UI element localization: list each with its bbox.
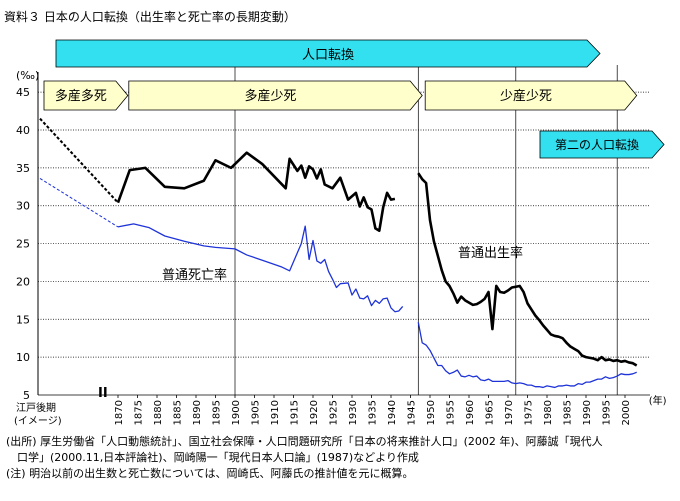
phase-arrow	[43, 80, 129, 111]
y-tick-label: 30	[16, 200, 30, 213]
y-tick-label: 40	[16, 124, 30, 137]
phase-arrow	[128, 80, 423, 111]
series-line	[117, 223, 404, 313]
x-tick-label: 1885	[173, 400, 184, 425]
series-layer	[39, 117, 638, 389]
series-line	[116, 151, 396, 232]
population-transition-chart: 5 10 15 20 25 30 35 40 45 (‰) 1870 1875 1880 1885 1890…	[14, 39, 667, 427]
x-tick-label: 1995	[602, 400, 613, 425]
x-tick-label: 1930	[348, 400, 359, 425]
transition-arrow	[55, 39, 601, 68]
death-rate-series-label: 普通死亡率	[162, 267, 227, 283]
x-tick-label: 1955	[446, 400, 457, 425]
y-tick-label: 20	[16, 275, 30, 288]
label-layer: 5 10 15 20 25 30 35 40 45 (‰) 1870 1875 1880 1885 1890…	[14, 48, 667, 427]
edo-period-label: 江戸後期	[16, 401, 56, 414]
x-tick-label: 1870	[114, 400, 125, 425]
phase-arrow-label: 多産多死	[55, 88, 107, 104]
y-tick-label: 5	[23, 389, 30, 402]
x-tick-label: 1890	[192, 400, 203, 425]
series-edo-estimate-line	[39, 117, 119, 204]
phase-arrow-label: 少産少死	[500, 88, 552, 104]
x-tick-label: 1960	[465, 400, 476, 425]
x-tick-label: 1980	[543, 400, 554, 425]
transition-arrow-label: 人口転換	[302, 48, 354, 63]
birth-rate-series-label: 普通出生率	[458, 245, 523, 261]
footnotes: (出所) 厚生労働省「人口動態統計」、国立社会保障・人口問題研究所「日本の将来推…	[6, 434, 603, 482]
y-tick-label: 35	[16, 162, 30, 175]
x-tick-label: 1895	[212, 400, 223, 425]
x-tick-label: 1935	[368, 400, 379, 425]
x-tick-label: 1900	[231, 400, 242, 425]
second-transition-label: 第二の人口転換	[555, 138, 639, 152]
series-line	[417, 322, 637, 389]
second-transition-arrow	[539, 130, 665, 159]
x-tick-label: 1970	[504, 400, 515, 425]
y-unit-label: (‰)	[16, 69, 39, 82]
x-tick-label: 1880	[153, 400, 164, 425]
x-tick-label: 1905	[251, 400, 262, 425]
x-tick-label: 2000	[621, 400, 632, 425]
caveat-note: (注) 明治以前の出生数と死亡数については、岡崎氏、阿藤氏の推計値を元に概算。	[6, 467, 414, 480]
x-tick-label: 1915	[290, 400, 301, 425]
series-line	[417, 172, 638, 367]
edo-image-note: (イメージ)	[14, 416, 62, 427]
x-unit-label: (年)	[649, 394, 667, 407]
x-tick-label: 1990	[582, 400, 593, 425]
series-edo-estimate-line	[39, 178, 119, 228]
y-tick-label: 45	[16, 86, 30, 99]
x-tick-label: 1925	[329, 400, 340, 425]
grid-layer	[37, 65, 650, 398]
phase-arrow	[424, 80, 638, 111]
source-note-line-2: 口学」(2000.11,日本評論社)、岡崎陽一「現代日本人口論」(1987)など…	[6, 451, 419, 464]
y-tick-label: 15	[16, 313, 30, 326]
x-tick-label: 1920	[309, 400, 320, 425]
page-title: 資料３ 日本の人口転換（出生率と死亡率の長期変動）	[4, 10, 296, 24]
x-tick-label: 1985	[563, 400, 574, 425]
y-tick-label: 25	[16, 238, 30, 251]
source-note-line-1: (出所) 厚生労働省「人口動態統計」、国立社会保障・人口問題研究所「日本の将来推…	[6, 435, 603, 448]
x-tick-label: 1975	[524, 400, 535, 425]
y-tick-label: 10	[16, 351, 30, 364]
x-tick-label: 1910	[270, 400, 281, 425]
x-tick-label: 1940	[387, 400, 398, 425]
x-tick-label: 1875	[134, 400, 145, 425]
x-tick-label: 1945	[407, 400, 418, 425]
axis-break-mark: II	[98, 386, 108, 401]
phase-arrows	[43, 39, 665, 159]
x-tick-label: 1950	[426, 400, 437, 425]
phase-arrow-label: 多産少死	[244, 88, 296, 104]
x-tick-label: 1965	[485, 400, 496, 425]
